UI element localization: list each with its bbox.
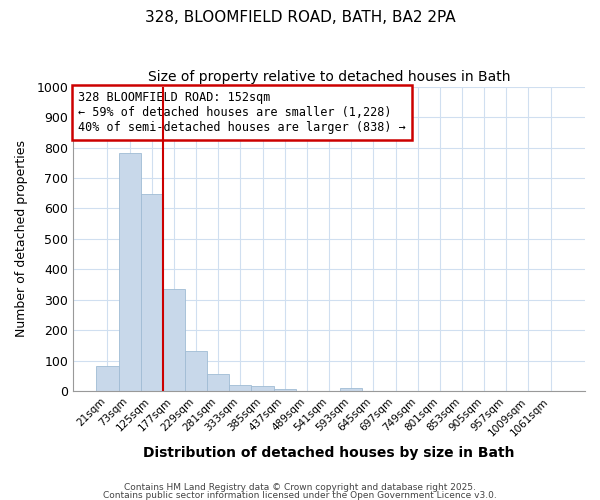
Y-axis label: Number of detached properties: Number of detached properties (15, 140, 28, 338)
Bar (207, 374, 229, 392)
Bar (97, 366, 119, 392)
Bar (185, 351, 207, 392)
Bar (163, 289, 185, 392)
Title: Size of property relative to detached houses in Bath: Size of property relative to detached ho… (148, 70, 510, 84)
X-axis label: Distribution of detached houses by size in Bath: Distribution of detached houses by size … (143, 446, 515, 460)
Bar (229, 384, 251, 392)
Bar (119, 153, 140, 392)
Text: Contains public sector information licensed under the Open Government Licence v3: Contains public sector information licen… (103, 490, 497, 500)
Text: 328, BLOOMFIELD ROAD, BATH, BA2 2PA: 328, BLOOMFIELD ROAD, BATH, BA2 2PA (145, 10, 455, 25)
Bar (274, 388, 296, 392)
Text: 328 BLOOMFIELD ROAD: 152sqm
← 59% of detached houses are smaller (1,228)
40% of : 328 BLOOMFIELD ROAD: 152sqm ← 59% of det… (78, 91, 406, 134)
Bar (251, 386, 274, 392)
Bar (140, 194, 163, 392)
Bar (340, 388, 362, 392)
Text: Contains HM Land Registry data © Crown copyright and database right 2025.: Contains HM Land Registry data © Crown c… (124, 484, 476, 492)
